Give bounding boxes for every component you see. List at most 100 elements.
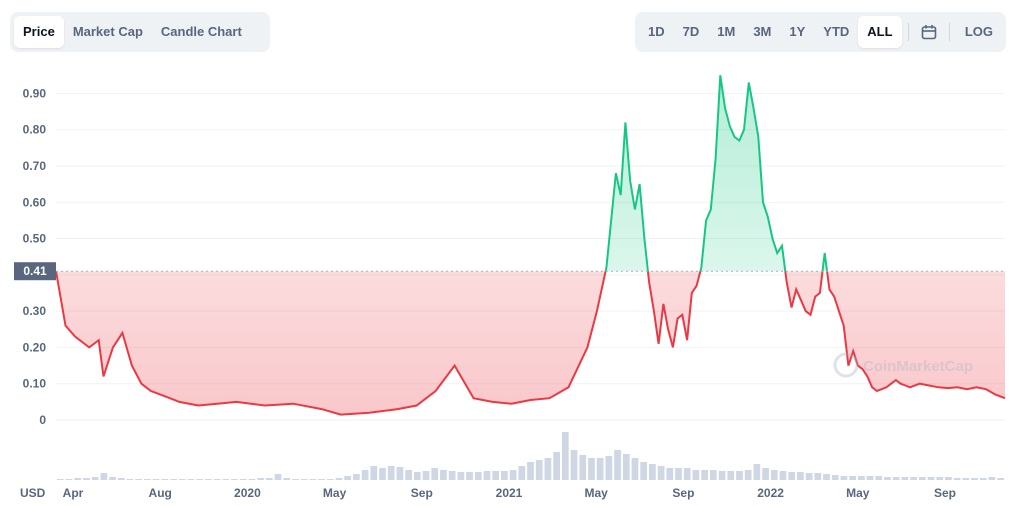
range-all[interactable]: ALL bbox=[858, 16, 902, 48]
volume-bar bbox=[187, 479, 195, 480]
volume-bar bbox=[770, 470, 778, 480]
range-7d[interactable]: 7D bbox=[682, 24, 700, 39]
tab-candle-chart[interactable]: Candle Chart bbox=[160, 24, 242, 39]
tab-price[interactable]: Price bbox=[14, 16, 64, 48]
volume-bar bbox=[901, 477, 909, 480]
y-tick-label: 0.80 bbox=[23, 123, 47, 137]
range-1m[interactable]: 1M bbox=[717, 24, 736, 39]
area-above-baseline bbox=[56, 75, 1005, 272]
volume-bar bbox=[945, 477, 952, 480]
volume-bar bbox=[918, 477, 926, 480]
volume-bar bbox=[805, 473, 813, 480]
volume-bar bbox=[605, 456, 613, 480]
volume-bar bbox=[675, 468, 682, 480]
volume-bar bbox=[379, 468, 386, 480]
volume-bar bbox=[953, 478, 961, 480]
volume-bar bbox=[396, 467, 404, 480]
volume-bar bbox=[588, 458, 595, 480]
volume-bar bbox=[413, 472, 421, 480]
time-range-selector: 1D 7D 1M 3M 1Y YTD ALL LOG bbox=[635, 12, 1006, 52]
volume-bar bbox=[831, 475, 839, 480]
range-ytd[interactable]: YTD bbox=[823, 24, 850, 39]
volume-bar bbox=[83, 478, 90, 480]
volume-bar bbox=[239, 479, 247, 480]
volume-bar bbox=[292, 479, 299, 480]
volume-bar bbox=[431, 468, 439, 480]
x-tick-label: May bbox=[323, 486, 347, 500]
divider bbox=[907, 23, 909, 41]
volume-bar bbox=[144, 479, 151, 480]
volume-bar bbox=[701, 470, 708, 480]
volume-bar bbox=[518, 466, 526, 480]
y-tick-label: 0.50 bbox=[23, 232, 47, 246]
range-1y[interactable]: 1Y bbox=[789, 24, 806, 39]
volume-bar bbox=[744, 470, 752, 480]
volume-bar bbox=[823, 474, 830, 480]
volume-bar bbox=[875, 476, 883, 480]
log-scale-toggle[interactable]: LOG bbox=[964, 24, 994, 39]
x-tick-label: Sep bbox=[672, 486, 694, 500]
volume-bar bbox=[788, 472, 796, 480]
volume-bar bbox=[205, 479, 212, 480]
volume-bar bbox=[274, 474, 282, 480]
volume-bar bbox=[422, 471, 430, 480]
tab-market-cap[interactable]: Market Cap bbox=[72, 24, 143, 39]
volume-bar bbox=[65, 479, 73, 480]
volume-bar bbox=[361, 470, 369, 480]
volume-bar bbox=[309, 479, 317, 480]
volume-bar bbox=[74, 478, 82, 480]
volume-bar bbox=[353, 474, 360, 480]
volume-bar bbox=[117, 478, 125, 480]
volume-bar bbox=[344, 476, 352, 480]
volume-bar bbox=[910, 477, 917, 480]
volume-bar bbox=[814, 473, 822, 480]
watermark-text: CoinMarketCap bbox=[863, 358, 973, 375]
volume-bar bbox=[666, 468, 674, 480]
volume-bar bbox=[152, 479, 160, 480]
volume-bar bbox=[474, 472, 482, 480]
volume-bar bbox=[213, 479, 221, 480]
area-below-baseline bbox=[56, 271, 1005, 415]
x-tick-label: 2022 bbox=[757, 486, 784, 500]
volume-bar bbox=[631, 458, 639, 480]
volume-bar bbox=[405, 470, 412, 480]
volume-bar bbox=[979, 478, 987, 480]
volume-bar bbox=[692, 470, 700, 480]
volume-bar bbox=[440, 470, 447, 480]
volume-bar bbox=[57, 479, 64, 480]
volume-bar bbox=[126, 479, 134, 480]
volume-bar bbox=[622, 454, 630, 480]
volume-bar bbox=[231, 479, 238, 480]
volume-bar bbox=[683, 468, 691, 480]
volume-bar bbox=[483, 471, 491, 480]
y-tick-label: 0.70 bbox=[23, 159, 47, 173]
x-tick-label: May bbox=[846, 486, 870, 500]
y-tick-label: 0.20 bbox=[23, 340, 47, 354]
price-line-up bbox=[55, 75, 829, 272]
calendar-icon[interactable] bbox=[915, 16, 943, 48]
range-3m[interactable]: 3M bbox=[753, 24, 772, 39]
x-tick-label: Apr bbox=[63, 486, 84, 500]
volume-bar bbox=[614, 450, 621, 480]
y-tick-label: 0.60 bbox=[23, 195, 47, 209]
volume-bar bbox=[492, 471, 500, 480]
volume-bar bbox=[579, 455, 587, 480]
volume-bar bbox=[387, 466, 395, 480]
volume-bar bbox=[762, 468, 769, 480]
x-tick-label: Aug bbox=[149, 486, 172, 500]
volume-bar bbox=[657, 466, 665, 480]
volume-bar bbox=[840, 476, 848, 480]
volume-bar bbox=[109, 477, 116, 480]
y-tick-label: 0.90 bbox=[23, 86, 47, 100]
volume-bar bbox=[335, 478, 343, 480]
volume-bar bbox=[170, 479, 177, 480]
volume-bar bbox=[971, 478, 978, 480]
volume-bar bbox=[962, 478, 970, 480]
volume-bar bbox=[884, 477, 891, 480]
volume-bar bbox=[544, 458, 552, 480]
volume-bar bbox=[300, 479, 308, 480]
range-1d[interactable]: 1D bbox=[648, 24, 665, 39]
volume-bar bbox=[718, 471, 726, 480]
baseline-label-bg bbox=[14, 262, 56, 281]
volume-bar bbox=[570, 450, 578, 480]
